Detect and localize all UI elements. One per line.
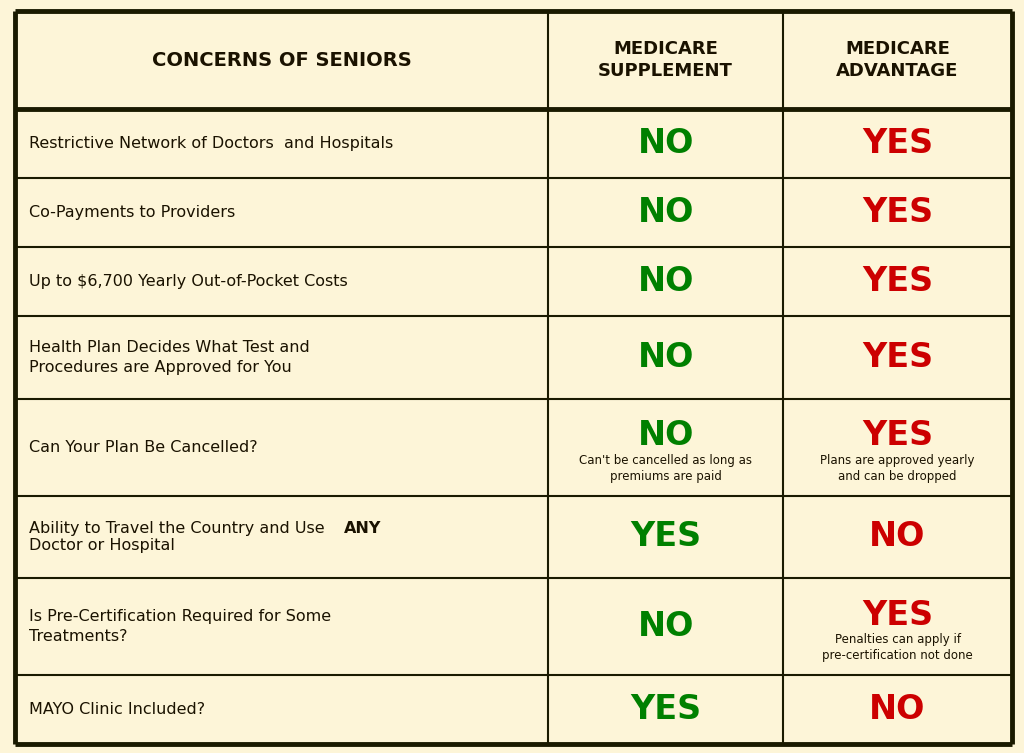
Text: YES: YES: [862, 599, 933, 632]
Text: NO: NO: [869, 693, 926, 726]
Text: Restrictive Network of Doctors  and Hospitals: Restrictive Network of Doctors and Hospi…: [29, 136, 393, 151]
Text: ANY: ANY: [344, 521, 382, 536]
Text: Up to $6,700 Yearly Out-of-Pocket Costs: Up to $6,700 Yearly Out-of-Pocket Costs: [29, 274, 347, 289]
Text: YES: YES: [862, 127, 933, 160]
Text: YES: YES: [862, 197, 933, 229]
Text: NO: NO: [637, 197, 694, 229]
Text: CONCERNS OF SENIORS: CONCERNS OF SENIORS: [152, 50, 412, 70]
Text: MEDICARE
SUPPLEMENT: MEDICARE SUPPLEMENT: [598, 40, 733, 81]
Text: Health Plan Decides What Test and
Procedures are Approved for You: Health Plan Decides What Test and Proced…: [29, 340, 309, 375]
Text: YES: YES: [862, 419, 933, 453]
Text: Co-Payments to Providers: Co-Payments to Providers: [29, 205, 234, 220]
Text: YES: YES: [862, 341, 933, 374]
Text: NO: NO: [637, 265, 694, 298]
Text: NO: NO: [869, 520, 926, 553]
Text: NO: NO: [637, 419, 694, 453]
Text: YES: YES: [862, 265, 933, 298]
Text: YES: YES: [630, 520, 701, 553]
Text: MAYO Clinic Included?: MAYO Clinic Included?: [29, 702, 205, 717]
Text: NO: NO: [637, 127, 694, 160]
Text: MEDICARE
ADVANTAGE: MEDICARE ADVANTAGE: [837, 40, 958, 81]
Text: NO: NO: [637, 610, 694, 643]
Text: Ability to Travel the Country and Use: Ability to Travel the Country and Use: [29, 521, 330, 536]
Text: Plans are approved yearly
and can be dropped: Plans are approved yearly and can be dro…: [820, 454, 975, 483]
Text: NO: NO: [637, 341, 694, 374]
Text: Can't be cancelled as long as
premiums are paid: Can't be cancelled as long as premiums a…: [580, 454, 752, 483]
Text: Doctor or Hospital: Doctor or Hospital: [29, 538, 174, 553]
Text: Is Pre-Certification Required for Some
Treatments?: Is Pre-Certification Required for Some T…: [29, 609, 331, 644]
Text: YES: YES: [630, 693, 701, 726]
Text: Penalties can apply if
pre-certification not done: Penalties can apply if pre-certification…: [822, 633, 973, 663]
Text: Can Your Plan Be Cancelled?: Can Your Plan Be Cancelled?: [29, 440, 257, 455]
